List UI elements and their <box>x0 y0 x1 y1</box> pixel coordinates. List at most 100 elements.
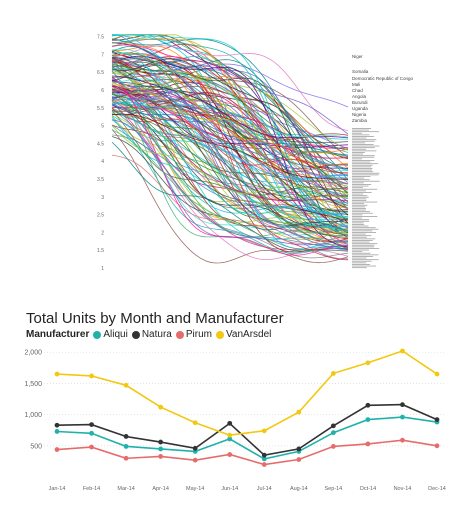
top-series-label: Somalia <box>352 69 369 74</box>
data-point-vanarsdel[interactable] <box>158 404 164 410</box>
top-ytick-label: 7 <box>101 52 104 58</box>
top-series-line <box>111 97 349 245</box>
legend: Manufacturer Aliqui Natura Pirum VanArsd… <box>26 329 275 340</box>
top-series-label: Zambia <box>352 118 368 123</box>
legend-title: Manufacturer <box>26 329 90 340</box>
top-series-line <box>111 110 349 228</box>
data-point-pirum[interactable] <box>158 454 164 459</box>
top-series-label: Uganda <box>352 106 368 111</box>
data-point-vanarsdel[interactable] <box>261 428 267 434</box>
top-series-label-mark <box>352 174 379 176</box>
legend-item-aliqui[interactable]: Aliqui <box>93 329 128 340</box>
data-point-aliqui[interactable] <box>261 456 267 462</box>
top-series-line <box>111 77 349 238</box>
top-series-line <box>111 89 349 210</box>
legend-dot-aliqui <box>93 330 102 339</box>
data-point-vanarsdel[interactable] <box>89 373 94 379</box>
top-series-label-mark <box>352 203 365 205</box>
top-series-line <box>111 110 349 196</box>
data-point-aliqui[interactable] <box>158 446 164 452</box>
top-series-line <box>111 73 349 158</box>
data-point-aliqui[interactable] <box>330 430 336 436</box>
xtick-label: Sep-14 <box>324 486 342 492</box>
top-series-label-mark <box>352 195 368 197</box>
xtick-label: Nov-14 <box>394 486 412 492</box>
data-point-vanarsdel[interactable] <box>434 371 440 377</box>
data-point-pirum[interactable] <box>365 441 371 447</box>
legend-item-natura[interactable]: Natura <box>131 329 172 340</box>
data-point-aliqui[interactable] <box>227 436 233 442</box>
data-point-aliqui[interactable] <box>89 430 94 436</box>
data-point-vanarsdel[interactable] <box>227 432 233 438</box>
data-point-pirum[interactable] <box>330 444 336 449</box>
data-point-natura[interactable] <box>365 402 371 408</box>
top-series-line <box>111 125 348 198</box>
top-series-label-mark <box>352 217 363 219</box>
top-series-label-mark <box>352 251 363 253</box>
top-series-label-mark <box>352 214 363 216</box>
top-series-label-mark <box>352 140 375 142</box>
top-ytick-label: 4 <box>101 159 104 165</box>
data-point-pirum[interactable] <box>434 443 440 449</box>
top-series-line <box>111 113 349 232</box>
data-point-natura[interactable] <box>227 420 233 426</box>
data-point-pirum[interactable] <box>261 462 267 467</box>
top-series-label-mark <box>352 220 370 222</box>
top-series-label-mark <box>352 264 370 265</box>
top-series-line <box>112 34 349 237</box>
data-point-pirum[interactable] <box>192 457 198 463</box>
top-series-line <box>111 57 349 226</box>
data-point-natura[interactable] <box>434 417 440 423</box>
chart-title: Total Units by Month and Manufacturer <box>26 310 284 327</box>
data-point-vanarsdel[interactable] <box>365 360 371 366</box>
data-point-pirum[interactable] <box>123 455 129 461</box>
data-point-vanarsdel[interactable] <box>54 371 60 377</box>
top-ytick-label: 6.5 <box>97 70 104 76</box>
top-series-line <box>111 100 349 247</box>
data-point-aliqui[interactable] <box>365 417 371 423</box>
spaghetti-line-chart: 7.5 7 6.5 6 5.5 5 4.5 4 3.5 3 2.5 2 1.5 1 Niger Somalia… <box>97 34 414 272</box>
xtick-label: Dec-14 <box>428 486 446 492</box>
top-series-label: Nigeria <box>352 112 367 117</box>
top-series-line <box>111 58 349 234</box>
data-point-pirum[interactable] <box>54 447 60 452</box>
top-series-line <box>111 101 349 171</box>
top-series-label-mark <box>352 155 375 157</box>
legend-item-pirum[interactable]: Pirum <box>175 329 212 340</box>
data-point-pirum[interactable] <box>89 444 94 450</box>
data-point-natura[interactable] <box>158 439 164 445</box>
top-series-label-mark <box>352 233 366 235</box>
top-series-label-mark <box>352 240 373 241</box>
data-point-aliqui[interactable] <box>54 429 60 434</box>
top-series-line <box>111 101 349 218</box>
top-series-label-mark <box>352 262 367 264</box>
data-point-vanarsdel[interactable] <box>330 371 336 376</box>
data-point-natura[interactable] <box>54 422 60 428</box>
top-series-line <box>111 124 349 242</box>
top-series-label-mark <box>352 206 366 208</box>
data-point-pirum[interactable] <box>227 452 233 457</box>
top-series-label: Mali <box>352 82 360 87</box>
data-point-pirum[interactable] <box>296 457 302 462</box>
data-point-aliqui[interactable] <box>123 444 129 449</box>
data-point-vanarsdel[interactable] <box>296 409 302 415</box>
data-point-aliqui[interactable] <box>400 414 405 420</box>
legend-item-vanarsdel[interactable]: VanArsdel <box>215 329 271 340</box>
data-point-natura[interactable] <box>192 445 198 451</box>
data-point-natura[interactable] <box>123 434 129 439</box>
data-point-natura[interactable] <box>400 402 405 408</box>
top-series-label-mark <box>352 193 364 195</box>
top-series-line <box>111 107 349 174</box>
data-point-natura[interactable] <box>261 452 267 458</box>
data-point-natura[interactable] <box>330 423 336 429</box>
ytick-label: 500 <box>30 443 42 450</box>
data-point-vanarsdel[interactable] <box>400 348 405 354</box>
data-point-pirum[interactable] <box>400 437 405 443</box>
top-series-labels: Niger Somalia Democratic Republic of Congo… <box>352 54 414 269</box>
data-point-vanarsdel[interactable] <box>123 382 129 388</box>
data-point-natura[interactable] <box>89 422 94 427</box>
xtick-label: May-14 <box>186 486 204 492</box>
data-point-natura[interactable] <box>296 446 302 452</box>
top-series-line <box>111 109 349 190</box>
data-point-vanarsdel[interactable] <box>192 420 198 426</box>
